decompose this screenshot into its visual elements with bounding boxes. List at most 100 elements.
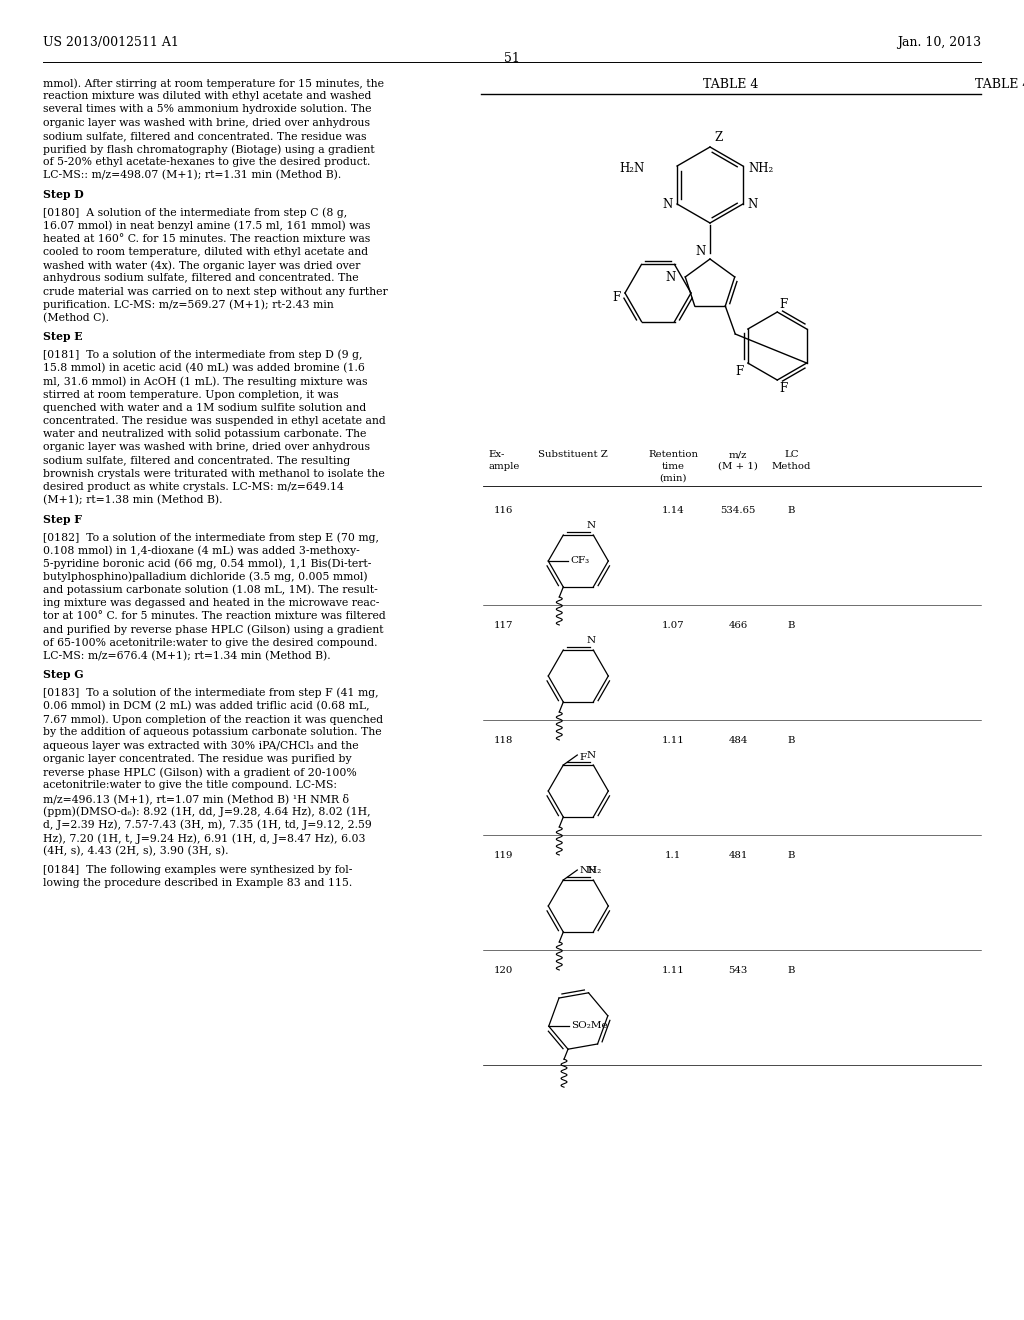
Text: organic layer was washed with brine, dried over anhydrous: organic layer was washed with brine, dri… [43,117,370,128]
Text: 466: 466 [729,620,748,630]
Text: concentrated. The residue was suspended in ethyl acetate and: concentrated. The residue was suspended … [43,416,386,426]
Text: brownish crystals were triturated with methanol to isolate the: brownish crystals were triturated with m… [43,469,385,479]
Text: cooled to room temperature, diluted with ethyl acetate and: cooled to room temperature, diluted with… [43,247,369,257]
Text: Z: Z [714,131,722,144]
Text: Step D: Step D [43,189,84,199]
Text: d, J=2.39 Hz), 7.57-7.43 (3H, m), 7.35 (1H, td, J=9.12, 2.59: d, J=2.39 Hz), 7.57-7.43 (3H, m), 7.35 (… [43,820,372,830]
Text: [0183]  To a solution of the intermediate from step F (41 mg,: [0183] To a solution of the intermediate… [43,688,379,698]
Text: Ex-: Ex- [488,450,505,459]
Text: lowing the procedure described in Example 83 and 115.: lowing the procedure described in Exampl… [43,878,352,888]
Text: Hz), 7.20 (1H, t, J=9.24 Hz), 6.91 (1H, d, J=8.47 Hz), 6.03: Hz), 7.20 (1H, t, J=9.24 Hz), 6.91 (1H, … [43,833,366,843]
Text: time: time [662,462,685,471]
Text: SO₂Me: SO₂Me [570,1022,607,1030]
Text: 117: 117 [494,620,513,630]
Text: 119: 119 [494,851,513,861]
Text: US 2013/0012511 A1: US 2013/0012511 A1 [43,36,179,49]
Text: [0181]  To a solution of the intermediate from step D (9 g,: [0181] To a solution of the intermediate… [43,350,362,360]
Text: (ppm)(DMSO-d₆): 8.92 (1H, dd, J=9.28, 4.64 Hz), 8.02 (1H,: (ppm)(DMSO-d₆): 8.92 (1H, dd, J=9.28, 4.… [43,807,371,817]
Text: F: F [735,366,743,378]
Text: reaction mixture was diluted with ethyl acetate and washed: reaction mixture was diluted with ethyl … [43,91,372,102]
Text: CF₃: CF₃ [570,556,590,565]
Text: Step F: Step F [43,513,82,524]
Text: 484: 484 [729,737,748,744]
Text: Method: Method [772,462,811,471]
Text: 7.67 mmol). Upon completion of the reaction it was quenched: 7.67 mmol). Upon completion of the react… [43,714,383,725]
Text: ml, 31.6 mmol) in AcOH (1 mL). The resulting mixture was: ml, 31.6 mmol) in AcOH (1 mL). The resul… [43,376,368,387]
Text: m/z: m/z [729,450,748,459]
Text: anhydrous sodium sulfate, filtered and concentrated. The: anhydrous sodium sulfate, filtered and c… [43,273,358,284]
Text: (M+1); rt=1.38 min (Method B).: (M+1); rt=1.38 min (Method B). [43,495,222,506]
Text: N: N [587,751,596,760]
Text: 15.8 mmol) in acetic acid (40 mL) was added bromine (1.6: 15.8 mmol) in acetic acid (40 mL) was ad… [43,363,365,374]
Text: 16.07 mmol) in neat benzyl amine (17.5 ml, 161 mmol) was: 16.07 mmol) in neat benzyl amine (17.5 m… [43,220,371,231]
Text: NH₂: NH₂ [748,162,773,176]
Text: Retention: Retention [648,450,698,459]
Text: 118: 118 [494,737,513,744]
Text: purified by flash chromatography (Biotage) using a gradient: purified by flash chromatography (Biotag… [43,144,375,154]
Text: LC-MS: m/z=676.4 (M+1); rt=1.34 min (Method B).: LC-MS: m/z=676.4 (M+1); rt=1.34 min (Met… [43,651,331,661]
Text: reverse phase HPLC (Gilson) with a gradient of 20-100%: reverse phase HPLC (Gilson) with a gradi… [43,767,356,777]
Text: NH₂: NH₂ [580,866,601,875]
Text: N: N [695,246,706,257]
Text: 51: 51 [504,51,520,65]
Text: aqueous layer was extracted with 30% iPA/CHCl₃ and the: aqueous layer was extracted with 30% iPA… [43,741,358,751]
Text: (4H, s), 4.43 (2H, s), 3.90 (3H, s).: (4H, s), 4.43 (2H, s), 3.90 (3H, s). [43,846,228,857]
Text: crude material was carried on to next step without any further: crude material was carried on to next st… [43,286,388,297]
Text: 543: 543 [729,966,748,975]
Text: TABLE 4: TABLE 4 [703,78,759,91]
Text: F: F [779,381,787,395]
Text: water and neutralized with solid potassium carbonate. The: water and neutralized with solid potassi… [43,429,367,440]
Text: and purified by reverse phase HPLC (Gilson) using a gradient: and purified by reverse phase HPLC (Gils… [43,624,384,635]
Text: Jan. 10, 2013: Jan. 10, 2013 [897,36,981,49]
Text: 1.11: 1.11 [662,966,685,975]
Text: and potassium carbonate solution (1.08 mL, 1M). The result-: and potassium carbonate solution (1.08 m… [43,585,378,595]
Text: N: N [587,521,596,531]
Text: N: N [665,271,675,284]
Text: butylphosphino)palladium dichloride (3.5 mg, 0.005 mmol): butylphosphino)palladium dichloride (3.5… [43,572,368,582]
Text: ing mixture was degassed and heated in the microwave reac-: ing mixture was degassed and heated in t… [43,598,379,609]
Text: sodium sulfate, filtered and concentrated. The residue was: sodium sulfate, filtered and concentrate… [43,131,367,141]
Text: B: B [787,966,795,975]
Text: 120: 120 [494,966,513,975]
Text: mmol). After stirring at room temperature for 15 minutes, the: mmol). After stirring at room temperatur… [43,78,384,88]
Text: 116: 116 [494,506,513,515]
Text: of 5-20% ethyl acetate-hexanes to give the desired product.: of 5-20% ethyl acetate-hexanes to give t… [43,157,371,168]
Text: ample: ample [488,462,519,471]
Text: m/z=496.13 (M+1), rt=1.07 min (Method B) ¹H NMR δ: m/z=496.13 (M+1), rt=1.07 min (Method B)… [43,793,349,804]
Text: 481: 481 [729,851,748,861]
Text: quenched with water and a 1M sodium sulfite solution and: quenched with water and a 1M sodium sulf… [43,403,367,413]
Text: B: B [787,737,795,744]
Text: F: F [580,752,587,762]
Text: [0180]  A solution of the intermediate from step C (8 g,: [0180] A solution of the intermediate fr… [43,207,347,218]
Text: [0184]  The following examples were synthesized by fol-: [0184] The following examples were synth… [43,865,352,875]
Text: B: B [787,506,795,515]
Text: 1.07: 1.07 [662,620,685,630]
Text: 534.65: 534.65 [721,506,756,515]
Text: H₂N: H₂N [620,162,645,176]
Text: B: B [787,620,795,630]
Text: Substituent Z: Substituent Z [539,450,608,459]
Text: by the addition of aqueous potassium carbonate solution. The: by the addition of aqueous potassium car… [43,727,382,738]
Text: (min): (min) [659,474,687,483]
Text: 1.1: 1.1 [666,851,681,861]
Text: 1.14: 1.14 [662,506,685,515]
Text: N: N [746,198,757,211]
Text: Step G: Step G [43,669,84,680]
Text: N: N [587,866,596,875]
Text: desired product as white crystals. LC-MS: m/z=649.14: desired product as white crystals. LC-MS… [43,482,344,492]
Text: (Method C).: (Method C). [43,313,109,323]
Text: LC: LC [784,450,799,459]
Text: B: B [787,851,795,861]
Text: (M + 1): (M + 1) [719,462,758,471]
Text: tor at 100° C. for 5 minutes. The reaction mixture was filtered: tor at 100° C. for 5 minutes. The reacti… [43,611,386,622]
Text: 1.11: 1.11 [662,737,685,744]
Text: of 65-100% acetonitrile:water to give the desired compound.: of 65-100% acetonitrile:water to give th… [43,638,378,648]
Text: TABLE 4: TABLE 4 [975,78,1024,91]
Text: organic layer was washed with brine, dried over anhydrous: organic layer was washed with brine, dri… [43,442,370,453]
Text: F: F [779,298,787,312]
Text: [0182]  To a solution of the intermediate from step E (70 mg,: [0182] To a solution of the intermediate… [43,532,379,543]
Text: 0.108 mmol) in 1,4-dioxane (4 mL) was added 3-methoxy-: 0.108 mmol) in 1,4-dioxane (4 mL) was ad… [43,545,359,556]
Text: Step E: Step E [43,331,83,342]
Text: 0.06 mmol) in DCM (2 mL) was added triflic acid (0.68 mL,: 0.06 mmol) in DCM (2 mL) was added trifl… [43,701,370,711]
Text: F: F [612,290,621,304]
